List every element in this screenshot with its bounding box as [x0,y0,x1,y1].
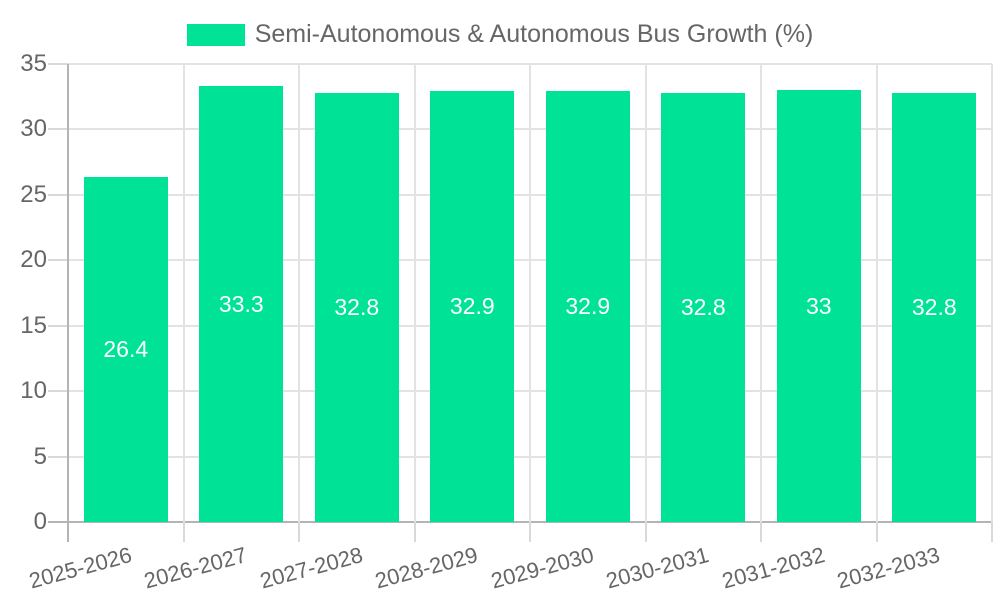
x-axis-tick [991,522,993,542]
bar-2026-2027: 33.3 [199,86,284,522]
gridline-vertical [529,64,531,522]
x-tick-label: 2030-2031 [603,542,712,594]
bar-value-label: 33 [805,292,832,319]
gridline-vertical [644,64,647,522]
gridline-vertical [991,64,993,522]
bar-2030-2031: 32.8 [661,92,746,522]
x-axis-tick [760,522,762,542]
y-tick-label: 30 [20,115,47,143]
bar-2025-2026: 26.4 [83,176,168,522]
bar-2027-2028: 32.8 [314,92,399,522]
x-tick-label: 2026-2027 [141,542,250,594]
y-tick-label: 25 [20,180,47,208]
gridline-vertical [413,64,416,522]
bar-value-label: 26.4 [103,335,149,362]
y-tick-label: 0 [33,508,47,535]
y-axis-tick [48,455,68,458]
bar-value-label: 32.8 [334,293,380,320]
x-tick-label: 2028-2029 [372,542,481,594]
bar-2031-2032: 33 [776,90,861,522]
gridline-vertical [760,64,762,522]
x-axis-tick [529,522,531,542]
x-tick-label: 2031-2032 [718,542,827,594]
x-axis-tick [298,522,300,542]
y-tick-label: 20 [20,246,47,274]
bar-value-label: 32.9 [449,293,495,320]
x-axis-tick [875,522,878,542]
x-axis-tick [644,522,647,542]
bar-value-label: 32.9 [565,293,611,320]
gridline-vertical [182,64,185,522]
legend-label: Semi-Autonomous & Autonomous Bus Growth … [254,20,814,48]
x-tick-label: 2027-2028 [256,542,365,594]
y-axis-line [67,64,69,542]
x-tick-label: 2029-2030 [487,542,596,594]
gridline-vertical [875,64,878,522]
x-tick-label: 2032-2033 [834,542,943,594]
y-axis-tick [48,521,68,523]
legend-swatch [186,23,245,46]
bar-2028-2029: 32.9 [430,91,515,522]
y-tick-label: 10 [20,377,47,405]
legend: Semi-Autonomous & Autonomous Bus Growth … [0,22,1000,47]
y-axis-tick [48,193,68,196]
plot-area: 26.4 33.3 32.8 32.9 32.9 32.8 33 32.8 [48,63,993,542]
x-axis-tick [413,522,416,542]
y-axis-tick [48,259,68,262]
x-tick-label: 2025-2026 [25,542,134,594]
y-axis-tick [48,128,68,131]
y-axis-tick [48,63,68,65]
bar-2029-2030: 32.9 [545,91,630,522]
y-axis-tick [48,324,68,327]
x-axis-tick [182,522,185,542]
y-tick-label: 5 [33,442,47,470]
gridline-vertical [298,64,300,522]
bar-value-label: 32.8 [911,293,957,320]
y-axis-tick [48,390,68,393]
bar-value-label: 33.3 [218,290,264,317]
y-tick-label: 15 [20,311,47,339]
bar-2032-2033: 32.8 [892,92,977,522]
bar-value-label: 32.8 [680,293,726,320]
y-tick-label: 35 [20,50,47,77]
